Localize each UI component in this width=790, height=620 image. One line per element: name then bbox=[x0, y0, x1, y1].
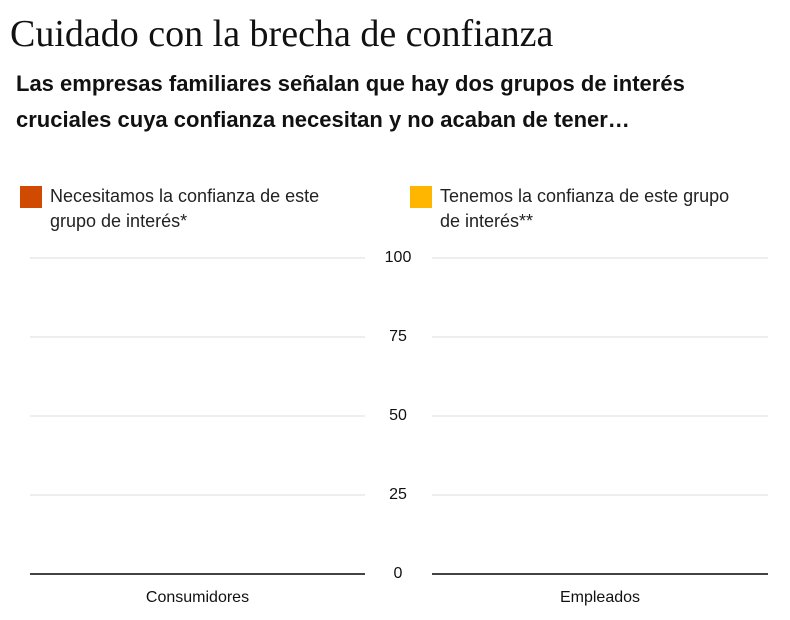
legend-swatch bbox=[410, 186, 432, 208]
y-tick-label: 25 bbox=[389, 486, 407, 503]
x-tick-label: Empleados bbox=[560, 589, 640, 606]
y-tick-label: 50 bbox=[389, 407, 407, 424]
legend-label: Tenemos la confianza de este grupo de in… bbox=[440, 186, 730, 231]
y-tick-label: 0 bbox=[394, 565, 403, 582]
legend-label: Necesitamos la confianza de este grupo d… bbox=[50, 186, 320, 231]
y-tick-label: 100 bbox=[385, 249, 412, 266]
chart-subtitle: Las empresas familiares señalan que hay … bbox=[16, 71, 685, 132]
chart-title: Cuidado con la brecha de confianza bbox=[10, 13, 554, 55]
y-tick-label: 75 bbox=[389, 328, 407, 345]
legend-swatch bbox=[20, 186, 42, 208]
x-tick-label: Consumidores bbox=[146, 589, 249, 606]
